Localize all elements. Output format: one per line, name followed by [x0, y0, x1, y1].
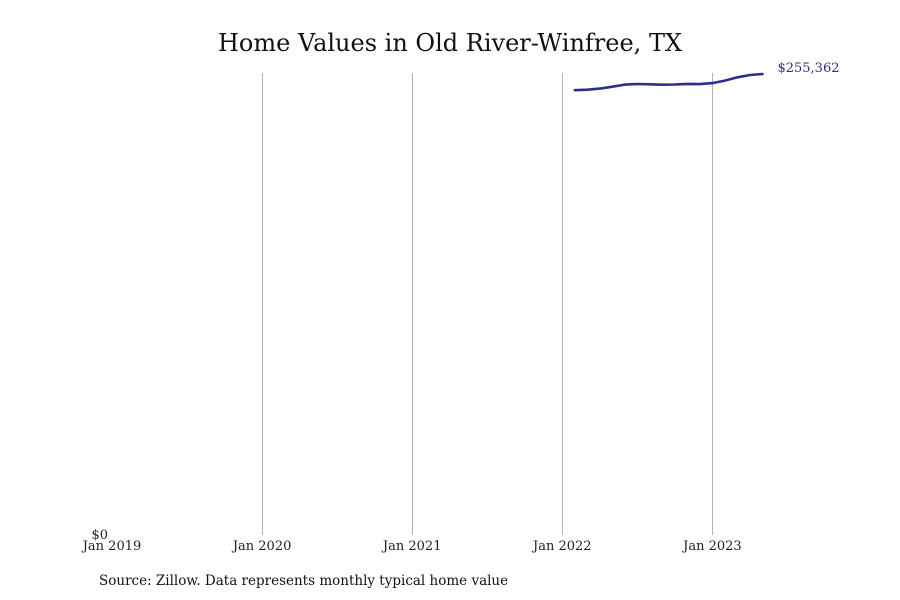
x-tick-label: Jan 2022 [531, 539, 592, 554]
end-value-label: $255,362 [777, 61, 839, 76]
x-tick-label: Jan 2020 [231, 539, 292, 554]
gridlines [262, 73, 713, 535]
x-tick-label: Jan 2019 [81, 539, 142, 554]
x-tick-label: Jan 2023 [681, 539, 742, 554]
home-value-line [573, 72, 764, 92]
y-axis-ticks: $0 [91, 528, 108, 543]
series-layer: $255,362 [573, 61, 840, 92]
chart-title: Home Values in Old River-Winfree, TX [217, 29, 683, 57]
x-tick-label: Jan 2021 [381, 539, 442, 554]
x-axis-ticks: Jan 2019 Jan 2020 Jan 2021 Jan 2022 Jan 2023 [81, 539, 742, 554]
y-tick-label: $0 [91, 528, 108, 543]
source-note: Source: Zillow. Data represents monthly … [99, 573, 509, 589]
